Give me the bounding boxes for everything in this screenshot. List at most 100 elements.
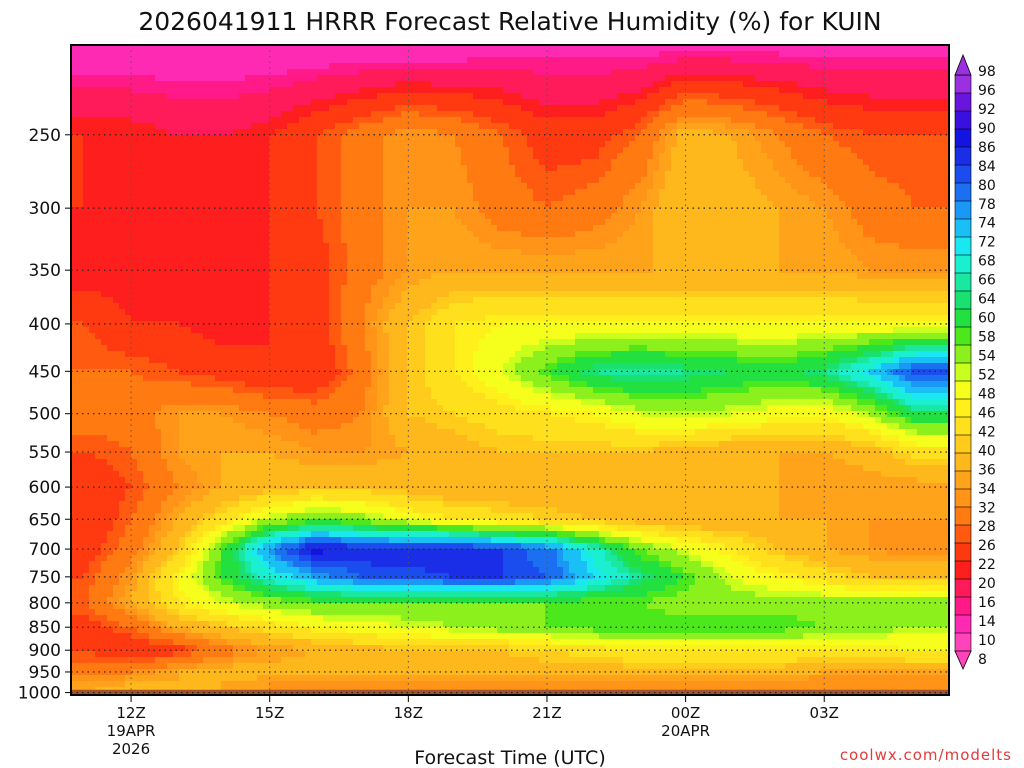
rh-cell — [215, 129, 222, 136]
rh-cell — [347, 159, 354, 166]
rh-cell — [251, 63, 258, 70]
rh-cell — [251, 213, 258, 220]
rh-cell — [353, 165, 360, 172]
rh-cell — [155, 75, 162, 82]
rh-cell — [911, 69, 918, 76]
rh-cell — [437, 201, 444, 208]
rh-cell — [515, 159, 522, 166]
rh-cell — [569, 219, 576, 226]
rh-cell — [767, 243, 774, 250]
rh-cell — [773, 81, 780, 88]
rh-cell — [563, 177, 570, 184]
rh-cell — [179, 243, 186, 250]
rh-cell — [503, 75, 510, 82]
rh-cell — [161, 57, 168, 64]
rh-cell — [161, 213, 168, 220]
rh-cell — [245, 87, 252, 94]
rh-cell — [377, 99, 384, 106]
rh-cell — [803, 87, 810, 94]
rh-cell — [467, 153, 474, 160]
rh-cell — [695, 111, 702, 118]
rh-cell — [563, 81, 570, 88]
rh-cell — [275, 117, 282, 124]
rh-cell — [149, 69, 156, 76]
rh-cell — [617, 213, 624, 220]
rh-cell — [167, 135, 174, 142]
rh-cell — [887, 237, 894, 244]
rh-cell — [101, 57, 108, 64]
rh-cell — [623, 45, 630, 52]
rh-cell — [71, 81, 78, 88]
rh-cell — [137, 243, 144, 250]
rh-cell — [911, 81, 918, 88]
rh-cell — [281, 165, 288, 172]
rh-cell — [587, 201, 594, 208]
rh-cell — [413, 57, 420, 64]
rh-cell — [395, 87, 402, 94]
rh-cell — [647, 57, 654, 64]
rh-cell — [497, 195, 504, 202]
rh-cell — [149, 177, 156, 184]
rh-cell — [881, 177, 888, 184]
rh-cell — [365, 129, 372, 136]
rh-cell — [383, 171, 390, 178]
rh-cell — [227, 123, 234, 130]
rh-cell — [593, 183, 600, 190]
rh-cell — [587, 45, 594, 52]
rh-cell — [851, 237, 858, 244]
rh-cell — [377, 87, 384, 94]
rh-cell — [719, 51, 726, 58]
rh-cell — [269, 219, 276, 226]
rh-cell — [215, 189, 222, 196]
rh-cell — [881, 195, 888, 202]
rh-cell — [197, 195, 204, 202]
rh-cell — [251, 93, 258, 100]
rh-cell — [917, 81, 924, 88]
rh-cell — [515, 99, 522, 106]
rh-cell — [365, 141, 372, 148]
rh-cell — [839, 69, 846, 76]
rh-cell — [563, 171, 570, 178]
rh-cell — [209, 87, 216, 94]
rh-cell — [707, 45, 714, 52]
rh-cell — [881, 147, 888, 154]
rh-cell — [653, 141, 660, 148]
rh-cell — [323, 177, 330, 184]
rh-cell — [593, 237, 600, 244]
rh-cell — [311, 75, 318, 82]
rh-cell — [845, 51, 852, 58]
rh-cell — [767, 111, 774, 118]
rh-cell — [167, 231, 174, 238]
rh-cell — [773, 171, 780, 178]
rh-cell — [605, 117, 612, 124]
rh-cell — [821, 57, 828, 64]
rh-cell — [491, 51, 498, 58]
rh-cell — [209, 75, 216, 82]
rh-cell — [269, 213, 276, 220]
rh-cell — [935, 171, 942, 178]
rh-cell — [323, 81, 330, 88]
rh-cell — [605, 75, 612, 82]
rh-cell — [869, 243, 876, 250]
rh-cell — [887, 195, 894, 202]
rh-cell — [683, 207, 690, 214]
rh-cell — [107, 93, 114, 100]
rh-cell — [803, 69, 810, 76]
rh-cell — [503, 171, 510, 178]
rh-cell — [71, 201, 78, 208]
rh-cell — [71, 147, 78, 154]
rh-cell — [869, 93, 876, 100]
rh-cell — [269, 63, 276, 70]
rh-cell — [581, 75, 588, 82]
rh-cell — [485, 171, 492, 178]
rh-cell — [425, 219, 432, 226]
rh-cell — [581, 93, 588, 100]
rh-cell — [893, 105, 900, 112]
rh-cell — [311, 171, 318, 178]
rh-cell — [395, 135, 402, 142]
rh-cell — [581, 165, 588, 172]
rh-cell — [515, 123, 522, 130]
rh-cell — [629, 165, 636, 172]
rh-cell — [473, 153, 480, 160]
rh-cell — [269, 75, 276, 82]
